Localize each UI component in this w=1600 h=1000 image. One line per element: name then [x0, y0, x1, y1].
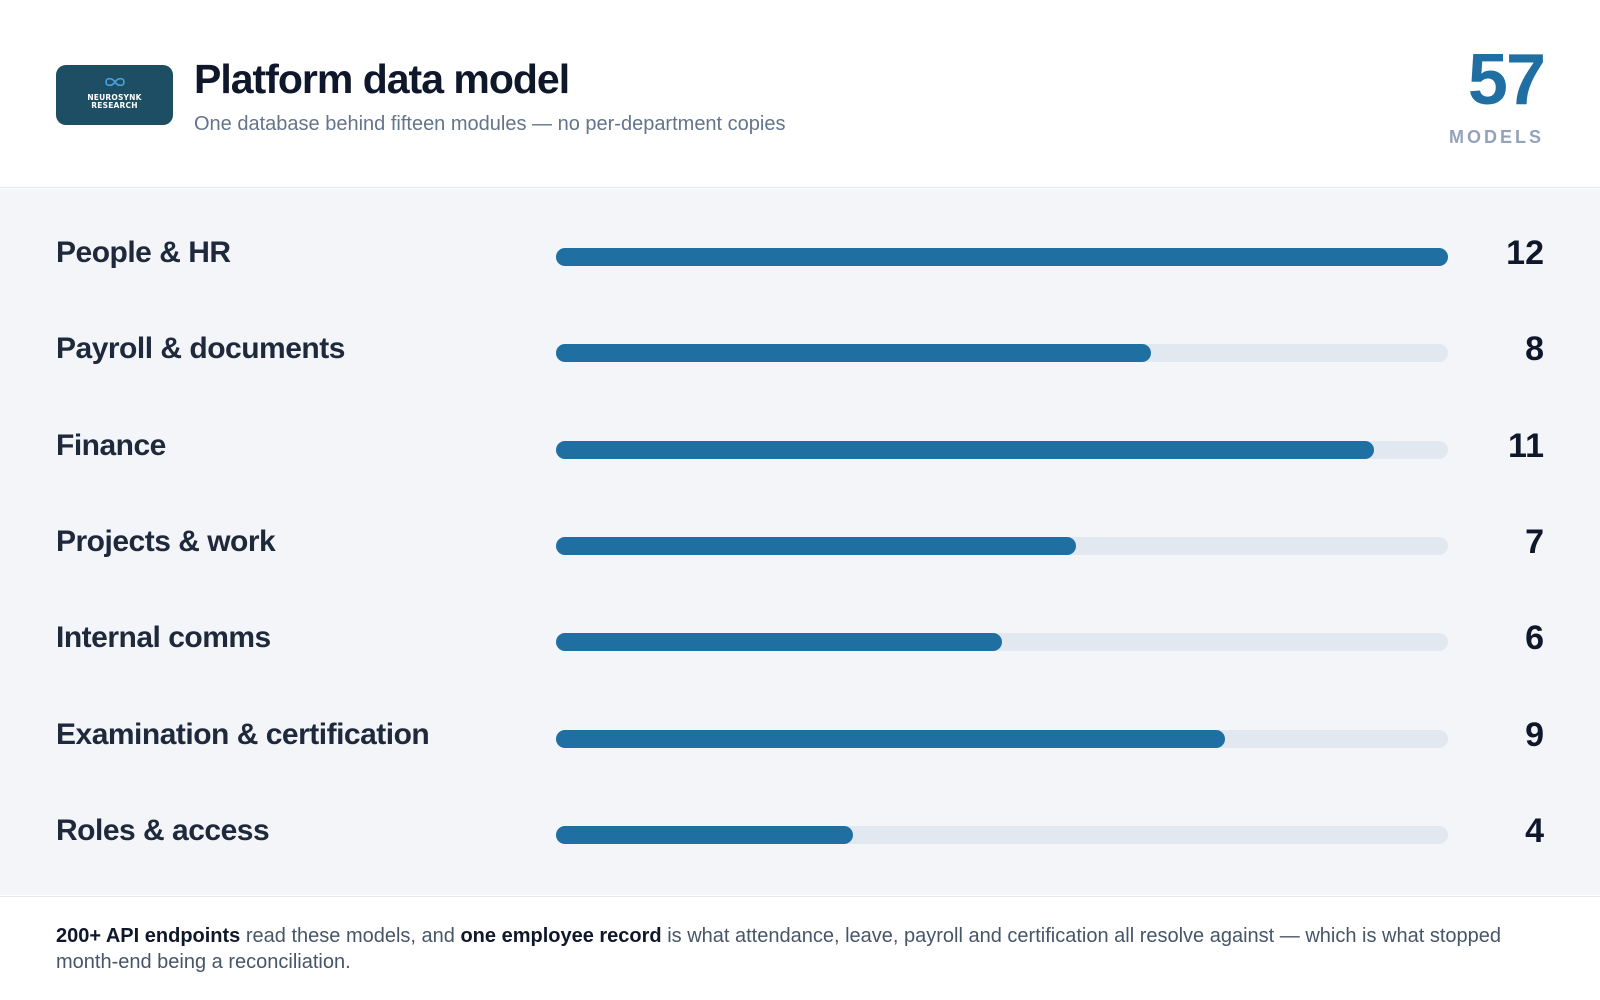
footnote-strong-2: one employee record [460, 925, 662, 947]
bar [556, 248, 1448, 266]
bar-track [556, 633, 1448, 652]
bar [556, 825, 854, 844]
header: NEUROSYNK RESEARCH Platform data model O… [0, 0, 1600, 188]
bar-track [556, 825, 1448, 844]
logo-line-1: NEUROSYNK [87, 93, 142, 102]
category-label: People & HR [56, 236, 231, 269]
bar-track [556, 248, 1448, 266]
category-label: Examination & certification [56, 717, 430, 751]
category-label: Finance [56, 428, 166, 462]
chart-row: Roles & access 4 [0, 800, 1600, 860]
chart-row: Examination & certification 9 [0, 704, 1600, 764]
value-label: 11 [1508, 426, 1544, 465]
bar-track [556, 344, 1448, 363]
footnote-strong-1: 200+ API endpoints [56, 925, 241, 947]
bar [556, 633, 1002, 652]
value-label: 4 [1525, 811, 1544, 850]
infinity-icon [56, 76, 173, 90]
bar [556, 440, 1374, 459]
category-label: Payroll & documents [56, 332, 345, 366]
value-label: 7 [1525, 522, 1544, 561]
chart-row: People & HR 12 [0, 222, 1600, 282]
total-models-label: MODELS [1448, 127, 1544, 147]
bar-track [556, 440, 1448, 459]
page-title: Platform data model [194, 56, 570, 102]
footer: 200+ API endpoints read these models, an… [0, 896, 1600, 1000]
value-label: 6 [1525, 619, 1544, 658]
category-label: Internal comms [56, 621, 271, 655]
logo-wordmark: NEUROSYNK RESEARCH [56, 94, 173, 110]
value-label: 8 [1525, 330, 1544, 369]
page-subtitle: One database behind fifteen modules — no… [194, 113, 786, 135]
footnote-text-2: is what attendance, leave, payroll and c… [56, 925, 1501, 973]
chart-row: Finance 11 [0, 415, 1600, 475]
category-label: Projects & work [56, 524, 276, 558]
bar [556, 536, 1077, 555]
chart-row: Projects & work 7 [0, 511, 1600, 571]
logo-line-2: RESEARCH [91, 101, 138, 110]
bar [556, 729, 1225, 748]
bar-track [556, 536, 1448, 555]
company-logo: NEUROSYNK RESEARCH [56, 65, 173, 125]
bar-chart: People & HR 12 Payroll & documents 8 Finance… [0, 189, 1600, 895]
footnote-text-1: read these models, and [240, 925, 461, 947]
total-models-count: 57 [1467, 40, 1546, 120]
chart-row: Internal comms 6 [0, 607, 1600, 667]
chart-row: Payroll & documents 8 [0, 318, 1600, 378]
category-label: Roles & access [56, 813, 270, 847]
value-label: 9 [1525, 715, 1544, 754]
bar-track [556, 729, 1448, 748]
value-label: 12 [1506, 234, 1544, 272]
footnote: 200+ API endpoints read these models, an… [56, 923, 1546, 975]
bar [556, 344, 1151, 363]
